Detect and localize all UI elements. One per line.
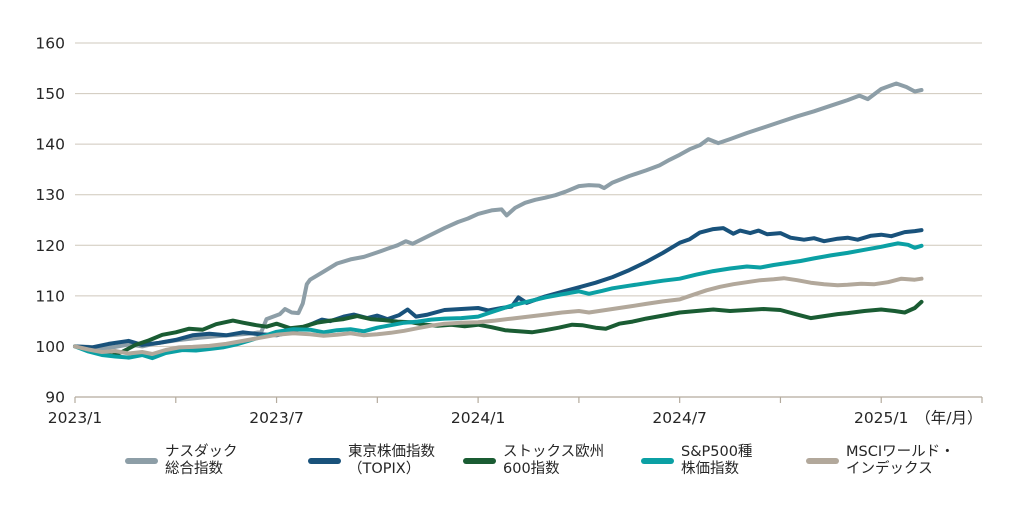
- x-axis-label-2023-1: 2023/1: [48, 409, 103, 427]
- stoxx600-line-swatch: [463, 458, 496, 464]
- legend-item-stoxx600: ストックス欧州 600指数: [463, 444, 604, 478]
- legend-item-sp500: S&P500種 株価指数: [641, 444, 752, 478]
- x-axis-label-2025-1: 2025/1: [854, 409, 909, 427]
- x-axis-label-2023-7: 2023/7: [249, 409, 304, 427]
- x-axis-unit-label: （年/月）: [915, 409, 982, 427]
- legend-label-line2: インデックス: [846, 461, 933, 477]
- legend-label-nasdaq: ナスダック 総合指数: [165, 444, 238, 478]
- legend-label-line2: 株価指数: [681, 461, 739, 477]
- y-axis-label-110: 110: [35, 287, 65, 305]
- x-axis-label-2024-7: 2024/7: [652, 409, 707, 427]
- series-line-msci-world: [73, 276, 924, 356]
- nasdaq-line-swatch: [125, 458, 158, 464]
- legend-item-msci-world: MSCIワールド・ インデックス: [806, 444, 955, 478]
- y-axis-label-140: 140: [35, 136, 65, 154]
- x-axis-label-2024-1: 2024/1: [451, 409, 506, 427]
- legend-label-line1: MSCIワールド・: [846, 444, 955, 460]
- legend-label-sp500: S&P500種 株価指数: [681, 444, 752, 478]
- legend-label-topix: 東京株価指数 （TOPIX）: [348, 444, 435, 478]
- y-axis-label-120: 120: [35, 237, 65, 255]
- chart-legend: ナスダック 総合指数 東京株価指数 （TOPIX） ストックス欧州 600指数 …: [0, 444, 1024, 504]
- y-axis-label-90: 90: [45, 389, 65, 407]
- legend-item-topix: 東京株価指数 （TOPIX）: [308, 444, 435, 478]
- y-axis-label-160: 160: [35, 35, 65, 53]
- msci-world-line-swatch: [806, 458, 839, 464]
- plot-area: 90 100 110 120 130 140 150 160 2023/1 2023/7 2024/…: [35, 35, 983, 427]
- sp500-line-swatch: [641, 458, 674, 464]
- y-axis-label-150: 150: [35, 85, 65, 103]
- series-line-stoxx600: [73, 299, 924, 358]
- legend-label-line2: 600指数: [503, 461, 560, 477]
- topix-line-swatch: [308, 458, 341, 464]
- legend-label-line1: ストックス欧州: [503, 444, 605, 460]
- legend-label-line2: 総合指数: [165, 461, 223, 477]
- legend-label-msci-world: MSCIワールド・ インデックス: [846, 444, 955, 478]
- y-axis-label-130: 130: [35, 186, 65, 204]
- legend-label-stoxx600: ストックス欧州 600指数: [503, 444, 604, 478]
- y-axis-label-100: 100: [35, 338, 65, 356]
- legend-item-nasdaq: ナスダック 総合指数: [125, 444, 238, 478]
- series-line-sp500: [73, 241, 924, 361]
- legend-label-line1: ナスダック: [165, 444, 238, 460]
- legend-label-line1: 東京株価指数: [348, 444, 435, 460]
- legend-label-line1: S&P500種: [681, 444, 753, 460]
- legend-label-line2: （TOPIX）: [348, 461, 421, 477]
